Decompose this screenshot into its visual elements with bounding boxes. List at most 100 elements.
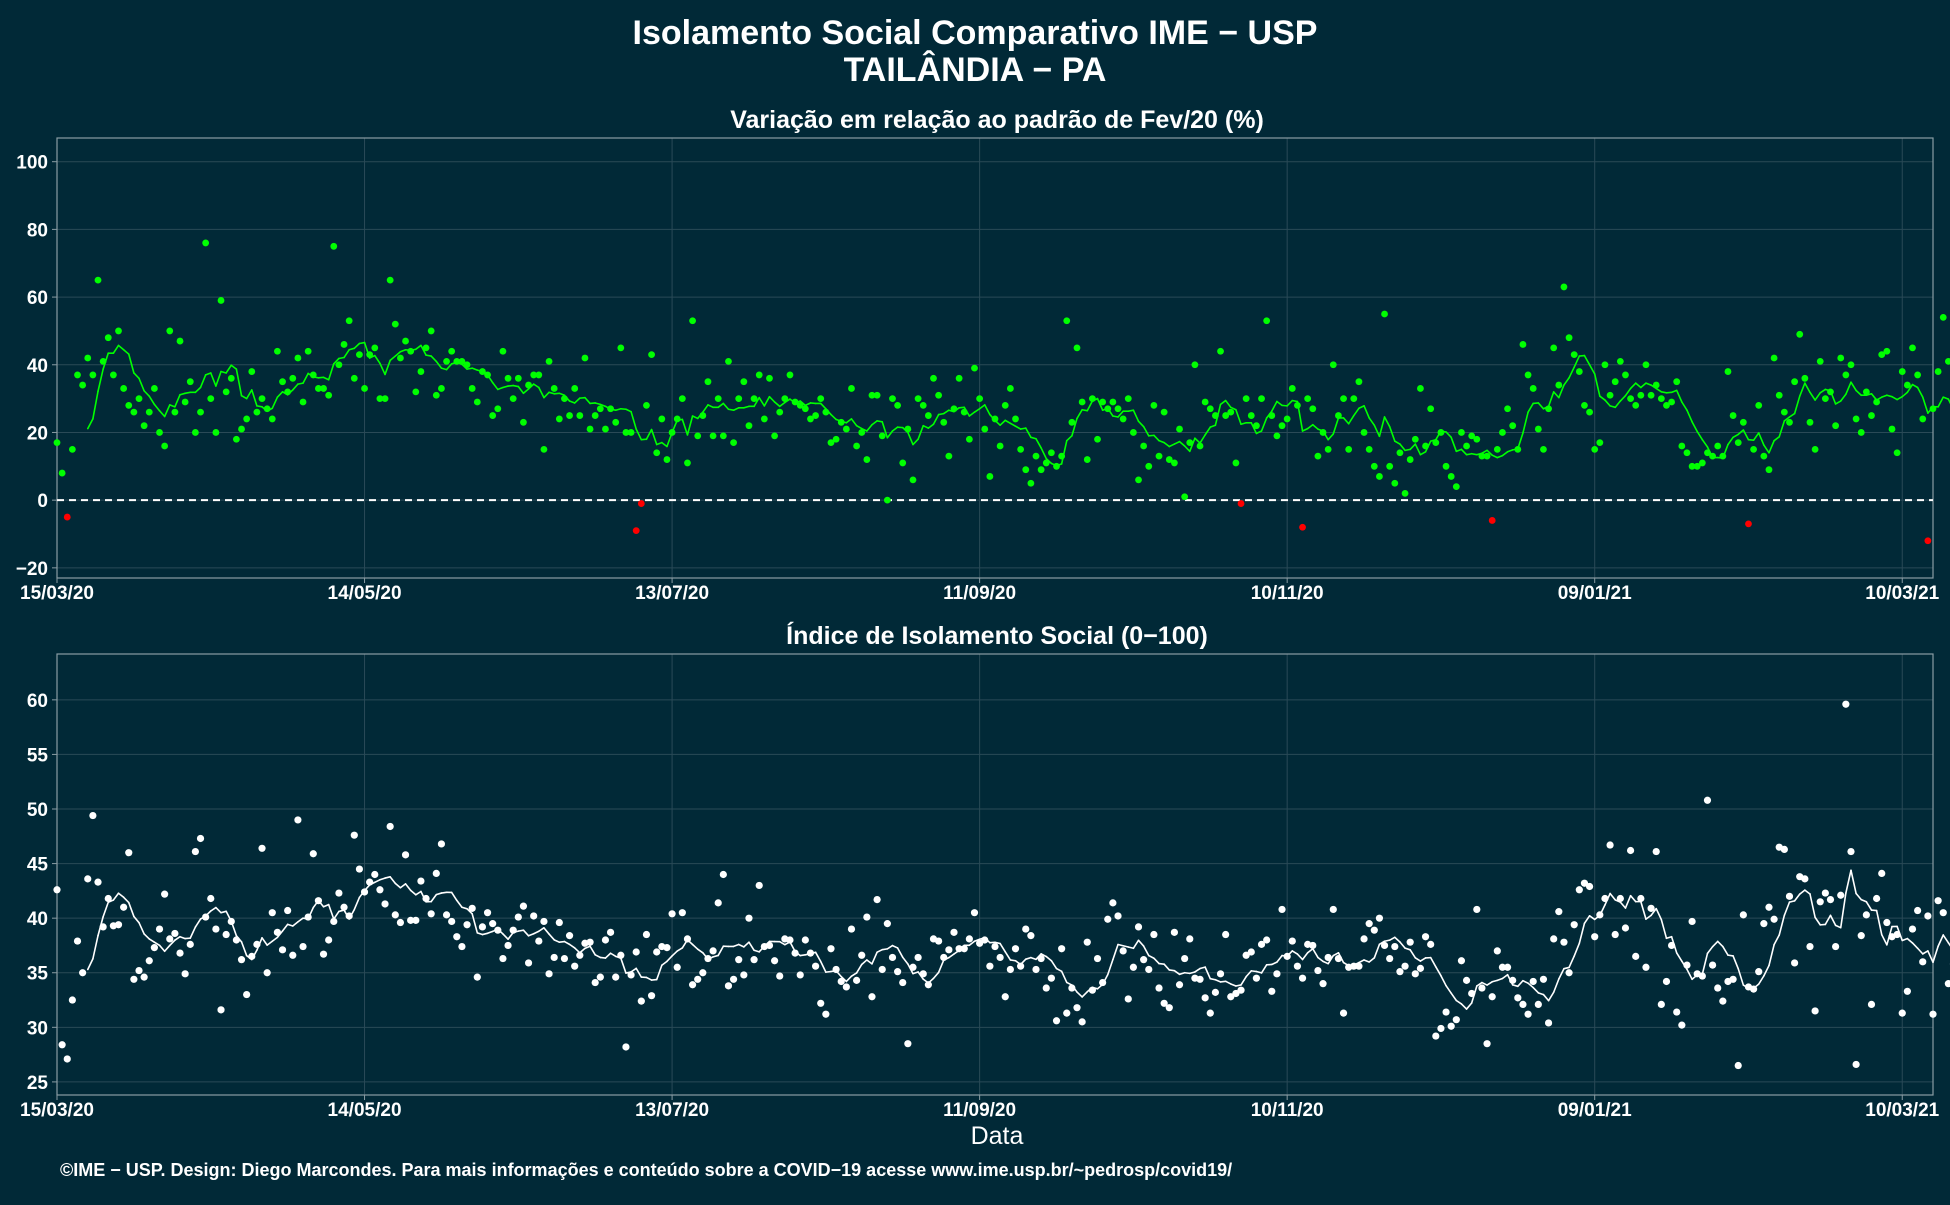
panel1-data-point [238, 426, 245, 433]
panel1-data-point [520, 419, 527, 426]
panel2-data-point [520, 903, 527, 910]
panel2-data-point [791, 949, 798, 956]
panel2-data-point [1407, 939, 1414, 946]
panel2-data-point [566, 932, 573, 939]
panel2-data-point [1202, 994, 1209, 1001]
panel2-data-point [961, 945, 968, 952]
panel2-data-point [1289, 937, 1296, 944]
panel1-data-point [689, 317, 696, 324]
panel2-data-point [1248, 948, 1255, 955]
panel1-data-point [151, 385, 158, 392]
panel2-data-point [689, 981, 696, 988]
panel1-data-point [1109, 399, 1116, 406]
panel2-data-point [320, 951, 327, 958]
panel1-data-point [1027, 480, 1034, 487]
panel1-data-point [746, 422, 753, 429]
panel1-data-point [284, 388, 291, 395]
panel1-data-point [1320, 429, 1327, 436]
panel2-data-point [412, 917, 419, 924]
panel1-data-point [346, 317, 353, 324]
panel2-data-point [305, 913, 312, 920]
panel1-data-point [1407, 456, 1414, 463]
panel2-data-point [1176, 981, 1183, 988]
panel1-data-point [59, 470, 66, 477]
panel1-data-point [1678, 443, 1685, 450]
panel2-data-point [1012, 945, 1019, 952]
panel2-data-point [1663, 978, 1670, 985]
panel1-data-point [1709, 453, 1716, 460]
panel1-data-point [161, 443, 168, 450]
panel1-data-point [1484, 453, 1491, 460]
panel2-data-point [151, 944, 158, 951]
panel2-data-point [556, 919, 563, 926]
panel2-y-tick-label: 30 [27, 1018, 48, 1039]
panel2-data-point [69, 996, 76, 1003]
panel2-data-point [1053, 1017, 1060, 1024]
panel2-data-point [1478, 984, 1485, 991]
panel2-data-point [822, 1011, 829, 1018]
panel2-data-point [1735, 1062, 1742, 1069]
panel1-data-point [1238, 500, 1245, 507]
panel1-data-point [945, 453, 952, 460]
panel1-data-point [1842, 372, 1849, 379]
panel2-data-point [1335, 955, 1342, 962]
panel2-data-point [243, 991, 250, 998]
panel1-data-point [1227, 409, 1234, 416]
panel2-data-point [59, 1041, 66, 1048]
panel2-y-tick-label: 55 [27, 745, 49, 766]
panel1-data-point [1099, 399, 1106, 406]
panel2-data-point [622, 1043, 629, 1050]
panel2-data-point [797, 971, 804, 978]
panel1-data-point [1719, 453, 1726, 460]
panel1-data-point [182, 399, 189, 406]
panel2-data-point [1812, 1007, 1819, 1014]
panel2-data-point [786, 936, 793, 943]
panel2-data-point [1063, 1010, 1070, 1017]
panel1-data-point [582, 355, 589, 362]
panel2-data-point [643, 931, 650, 938]
panel1-data-point [1058, 453, 1065, 460]
panel2-data-point [433, 870, 440, 877]
panel2-data-point [1719, 998, 1726, 1005]
panel2-data-point [1653, 848, 1660, 855]
panel2-data-point [648, 992, 655, 999]
panel1-data-point [848, 385, 855, 392]
panel1-data-point [679, 395, 686, 402]
panel2-data-point [889, 954, 896, 961]
panel2-data-point [530, 912, 537, 919]
panel1-data-point [433, 392, 440, 399]
panel1-data-point [1007, 385, 1014, 392]
panel2-data-point [458, 943, 465, 950]
panel1-data-point [130, 409, 137, 416]
panel1-data-point [725, 358, 732, 365]
panel1-data-point [720, 432, 727, 439]
panel1-data-point [474, 399, 481, 406]
panel1-data-point [1186, 439, 1193, 446]
panel2-data-point [1268, 988, 1275, 995]
panel1-data-point [546, 358, 553, 365]
panel2-data-point [771, 957, 778, 964]
panel2-data-point [371, 871, 378, 878]
panel2-data-point [1801, 875, 1808, 882]
panel1-x-tick-label: 15/03/20 [20, 583, 94, 604]
panel1-title: Variação em relação ao padrão de Fev/20 … [730, 106, 1264, 134]
panel2-data-point [663, 944, 670, 951]
panel2-data-point [904, 1040, 911, 1047]
panel2-data-point [1560, 939, 1567, 946]
panel1-data-point [510, 395, 517, 402]
panel2-data-point [1253, 975, 1260, 982]
panel2-data-point [479, 923, 486, 930]
panel1-data-point [1397, 449, 1404, 456]
panel2-y-tick-label: 25 [27, 1073, 49, 1094]
panel2-data-point [545, 970, 552, 977]
panel1-data-point [1848, 361, 1855, 368]
panel2-title: Índice de Isolamento Social (0−100) [786, 621, 1208, 650]
panel1-data-point [863, 456, 870, 463]
panel1-data-point [653, 449, 660, 456]
panel2-data-point [540, 918, 547, 925]
panel2-data-point [1038, 955, 1045, 962]
panel1-data-point [1535, 426, 1542, 433]
panel2-data-point [1171, 929, 1178, 936]
panel2-data-point [84, 875, 91, 882]
